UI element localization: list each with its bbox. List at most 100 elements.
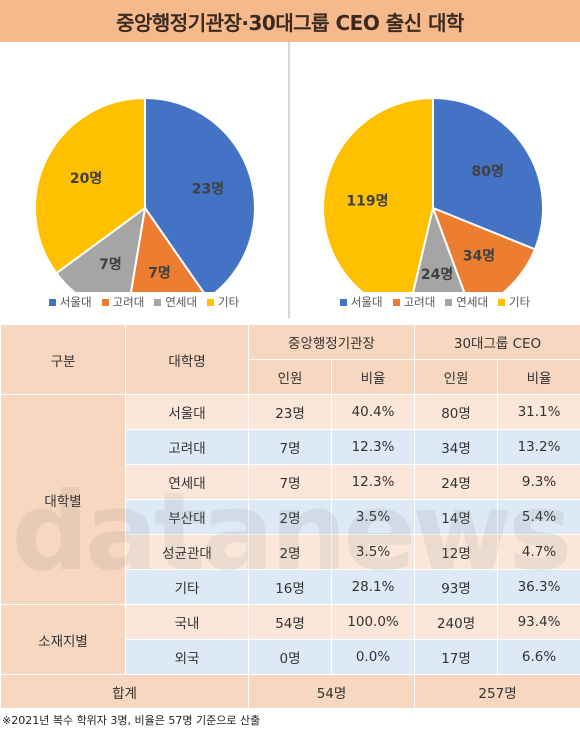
footnote: ※2021년 복수 학위자 3명, 비율은 57명 기준으로 산출 xyxy=(2,714,261,727)
cell-count-ceos: 24명 xyxy=(414,464,499,500)
row-name: 고려대 xyxy=(125,429,249,465)
group-label-university: 대학별 xyxy=(0,394,126,605)
pie-data-label: 20명 xyxy=(70,170,102,187)
group-label-location: 소재지별 xyxy=(0,604,126,675)
cell-count-ministers: 7명 xyxy=(248,464,332,500)
pie-data-label: 34명 xyxy=(463,247,495,264)
legend-swatch xyxy=(498,298,506,306)
table-row: 대학별 서울대 23명 40.4% 80명 31.1% xyxy=(0,394,580,605)
legend-item-yonsei: 연세대 xyxy=(154,294,197,310)
table-row: 소재지별 국내 54명 100.0% 240명 93.4% xyxy=(0,604,580,675)
row-name: 서울대 xyxy=(125,394,249,430)
cell-ratio-ceos: 13.2% xyxy=(497,429,580,465)
cell-ratio-ceos: 9.3% xyxy=(497,464,580,500)
table-row: 부산대 2명 3.5% 14명 5.4% xyxy=(1,499,580,535)
total-ministers: 54명 xyxy=(247,674,416,709)
row-name: 연세대 xyxy=(125,464,249,500)
legend-label: 연세대 xyxy=(165,295,198,309)
header-group-ministers: 중앙행정기관장 xyxy=(247,324,416,360)
cell-ratio-ceos: 93.4% xyxy=(497,604,580,640)
cell-count-ministers: 54명 xyxy=(248,604,332,640)
total-label: 합계 xyxy=(0,674,249,709)
row-name: 외국 xyxy=(125,639,249,675)
legend-label: 기타 xyxy=(509,295,531,309)
pie-data-label: 7명 xyxy=(148,264,171,281)
legend-swatch xyxy=(445,298,453,306)
cell-ratio-ceos: 31.1% xyxy=(497,394,580,430)
cell-ratio-ministers: 12.3% xyxy=(330,464,416,500)
cell-ratio-ceos: 4.7% xyxy=(497,534,580,570)
total-ceos: 257명 xyxy=(414,674,580,709)
statistics-table: 구분 대학명 중앙행정기관장 30대그룹 CEO 인원 비율 인원 비율 대학별… xyxy=(0,324,580,709)
cell-ratio-ministers: 0.0% xyxy=(330,639,416,675)
header-university: 대학명 xyxy=(125,324,249,395)
legend-item-korea: 고려대 xyxy=(392,294,435,310)
pie-data-label: 23명 xyxy=(192,180,224,197)
cell-count-ceos: 93명 xyxy=(414,569,499,605)
cell-ratio-ministers: 100.0% xyxy=(330,604,416,640)
cell-ratio-ceos: 6.6% xyxy=(497,639,580,675)
legend-swatch xyxy=(392,298,400,306)
pie-slice-기타 xyxy=(322,96,434,292)
pie-slice-연세대 xyxy=(54,205,147,292)
cell-ratio-ceos: 36.3% xyxy=(497,569,580,605)
row-name: 기타 xyxy=(125,569,249,605)
legend-swatch xyxy=(207,298,215,306)
table-row: 성균관대 2명 3.5% 12명 4.7% xyxy=(1,534,580,570)
row-name: 부산대 xyxy=(125,499,249,535)
legend-item-other: 기타 xyxy=(498,294,530,310)
cell-count-ministers: 23명 xyxy=(248,394,332,430)
row-name: 국내 xyxy=(125,604,249,640)
legend-label: 기타 xyxy=(218,295,240,309)
pie-slice-고려대 xyxy=(431,206,537,292)
subheader-count: 인원 xyxy=(248,359,332,395)
cell-ratio-ministers: 3.5% xyxy=(330,499,416,535)
cell-ratio-ministers: 12.3% xyxy=(330,429,416,465)
pie-slice-서울대 xyxy=(432,96,544,251)
cell-ratio-ministers: 3.5% xyxy=(330,534,416,570)
pie-data-label: 119명 xyxy=(346,192,388,209)
page-title: 중앙행정기관장·30대그룹 CEO 출신 대학 xyxy=(0,0,580,43)
legend-label: 서울대 xyxy=(59,295,92,309)
pie-slice-고려대 xyxy=(129,205,205,292)
cell-ratio-ministers: 40.4% xyxy=(330,394,416,430)
legend-item-snu: 서울대 xyxy=(48,294,92,310)
pie-chart-ministers: 23명 7명 7명 20명 xyxy=(34,96,256,292)
legend-swatch xyxy=(339,298,347,306)
row-name: 성균관대 xyxy=(125,534,249,570)
pie-data-label: 24명 xyxy=(421,266,453,283)
pie-slice-서울대 xyxy=(144,96,256,292)
legend-label: 고려대 xyxy=(112,295,145,309)
pie-slice-기타 xyxy=(34,96,146,275)
legend-label: 연세대 xyxy=(456,295,489,309)
cell-count-ministers: 16명 xyxy=(248,569,332,605)
cell-ratio-ministers: 28.1% xyxy=(330,569,416,605)
cell-count-ministers: 2명 xyxy=(248,499,332,535)
cell-count-ministers: 7명 xyxy=(248,429,332,465)
pie-chart-panel-right: 80명 34명 24명 119명 서울대 고려대 연세대 기타 xyxy=(290,42,580,318)
total-row: 합계 54명 257명 xyxy=(0,674,580,709)
cell-count-ministers: 0명 xyxy=(248,639,332,675)
cell-count-ceos: 12명 xyxy=(414,534,499,570)
cell-count-ministers: 2명 xyxy=(248,534,332,570)
pie-chart-ceos: 80명 34명 24명 119명 xyxy=(322,96,544,292)
subheader-row: 인원 비율 인원 비율 xyxy=(1,359,580,395)
header-group-ceos: 30대그룹 CEO xyxy=(414,324,580,360)
legend-swatch xyxy=(154,298,162,306)
table-row: 기타 16명 28.1% 93명 36.3% xyxy=(1,569,580,605)
separator xyxy=(0,318,580,324)
table-row: 외국 0명 0.0% 17명 6.6% xyxy=(1,639,580,675)
subheader-ratio: 비율 xyxy=(497,359,580,395)
legend-item-other: 기타 xyxy=(207,294,239,310)
pie-data-label: 7명 xyxy=(99,256,122,273)
subheader-ratio: 비율 xyxy=(330,359,416,395)
pie-data-label: 80명 xyxy=(472,163,504,180)
pie-slice-연세대 xyxy=(412,204,466,292)
legend-right: 서울대 고려대 연세대 기타 xyxy=(290,294,580,310)
cell-count-ceos: 80명 xyxy=(414,394,499,430)
legend-swatch xyxy=(101,298,109,306)
header-category: 구분 xyxy=(0,324,126,395)
table-row: 고려대 7명 12.3% 34명 13.2% xyxy=(1,429,580,465)
cell-count-ceos: 34명 xyxy=(414,429,499,465)
cell-count-ceos: 17명 xyxy=(414,639,499,675)
